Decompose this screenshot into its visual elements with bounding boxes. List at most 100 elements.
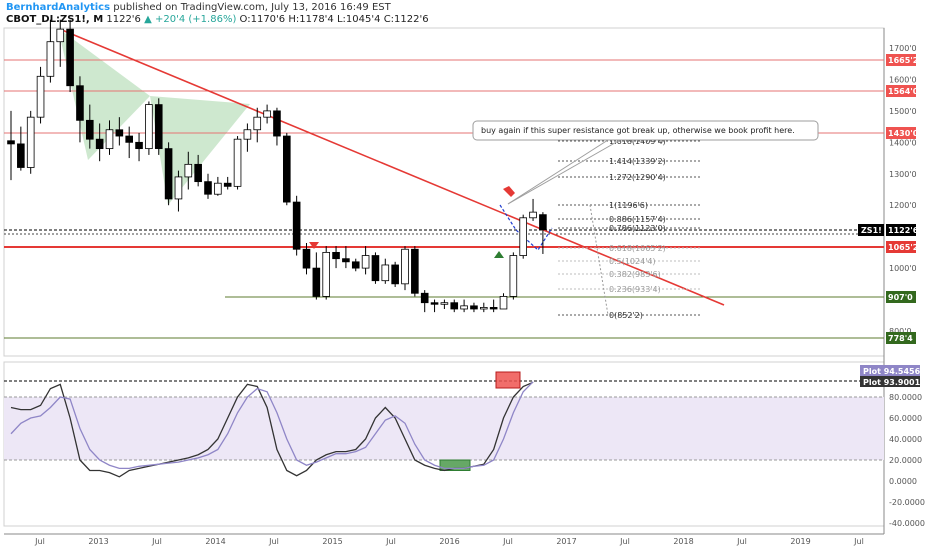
price-tag [886, 224, 916, 236]
y-tick-label: 1400'0 [889, 138, 917, 147]
osc-value-tag [860, 376, 920, 387]
y-tick-label: 800'0 [889, 327, 912, 336]
fib-level-label: 1.272(1290'4) [609, 173, 666, 182]
symbol-label[interactable]: CBOT_DL:ZS1!, M [6, 14, 104, 25]
x-tick-label: Jul [736, 537, 747, 546]
candle-body [17, 143, 25, 168]
ohlc-close: C:1122'6 [383, 14, 429, 25]
last-price: 1122'6 [106, 14, 141, 25]
author-link[interactable]: BernhardAnalytics [6, 2, 111, 13]
chart-axes: 1700'0 1600'0 1500'0 1400'0 1300'0 1200'0 1000… [34, 44, 925, 546]
candle-body [273, 110, 281, 137]
candle-body [509, 255, 518, 297]
osc-tick-label: 60.0000 [889, 414, 922, 423]
oscillator-d-line [10, 381, 534, 470]
descending-trendline [61, 29, 725, 306]
osc-tick-label: 0.0000 [889, 477, 917, 486]
candle-body [302, 248, 311, 269]
candlestick-series [7, 19, 547, 313]
osc-tick-label: 80.0000 [889, 393, 922, 402]
candle-body [76, 85, 84, 121]
candle-body [529, 211, 537, 219]
candle-body [312, 267, 321, 297]
candle-body [184, 163, 193, 178]
overbought-box [495, 371, 521, 389]
candle-body [292, 201, 301, 250]
candle-body [430, 302, 439, 305]
fib-level-label: 1(1196'6) [609, 201, 648, 210]
x-tick-label: 2018 [673, 537, 693, 546]
candle-body [381, 264, 390, 282]
y-tick-label: 1000'0 [889, 264, 917, 273]
up-arrow-icon: ▲ [144, 14, 152, 25]
price-tag-label: 1430'0 [888, 129, 919, 138]
candle-body [7, 140, 15, 145]
osc-value-tag-label: Plot 94.5456 [863, 367, 921, 376]
price-tag-label: 1122'6 [888, 226, 919, 235]
symbol-tag [858, 224, 884, 236]
candle-body [460, 305, 468, 310]
fib-level-label: 0.382(983'6) [609, 270, 661, 279]
ohlc-open: O:1170'6 [239, 14, 286, 25]
candle-body [391, 264, 399, 285]
harmonic-pattern-left [58, 28, 150, 160]
fib-level-label: 0.786(1123'0) [609, 224, 666, 233]
candle-body [489, 307, 498, 310]
osc-tick-label: -20.0000 [889, 498, 925, 507]
published-text: published on TradingView.com, July 13, 2… [113, 2, 391, 13]
ohlc-high: H:1178'4 [288, 14, 334, 25]
candle-body [36, 75, 45, 118]
candle-body [411, 248, 419, 294]
candle-body [214, 182, 222, 195]
osc-value-tag [860, 365, 920, 376]
price-tag [886, 54, 916, 66]
candle-body [223, 182, 232, 187]
candle-body [243, 129, 252, 140]
callout-pointer [507, 139, 609, 205]
price-tag [886, 127, 916, 139]
candle-body [519, 217, 527, 256]
candle-body [105, 129, 114, 150]
osc-value-tag-label: Plot 93.9001 [863, 378, 921, 387]
candle-body [204, 181, 212, 195]
candle-body [154, 104, 163, 150]
x-tick-label: 2017 [556, 537, 576, 546]
price-tag-label: 1665'2 [888, 56, 918, 65]
candle-body [56, 28, 65, 43]
fib-level-label: 0.236(933'4) [609, 285, 661, 294]
price-tag [886, 85, 916, 97]
fib-level-label: 1.618(1409'4) [609, 137, 666, 146]
price-tag-label: 1065'2 [888, 243, 918, 252]
candle-body [420, 292, 429, 304]
fib-trend-line [589, 204, 609, 316]
fib-level-label: 0.5(1024'4) [609, 257, 656, 266]
candle-body [470, 305, 478, 310]
price-tag [886, 241, 916, 253]
x-tick-label: 2019 [790, 537, 810, 546]
annotation-box [472, 120, 819, 141]
projected-path [499, 204, 553, 251]
red-flag-icon [503, 186, 515, 197]
callout-pointer [507, 139, 621, 205]
x-tick-label: Jul [34, 537, 45, 546]
candle-body [450, 302, 459, 310]
annotation-text: buy again if this super resistance got b… [481, 126, 795, 135]
candle-body [499, 296, 508, 310]
price-tag [886, 332, 916, 344]
candle-body [440, 302, 449, 305]
candle-body [164, 148, 173, 200]
x-tick-label: 2015 [322, 537, 342, 546]
candle-body [145, 104, 153, 150]
candle-body [371, 255, 380, 282]
candle-body [115, 129, 124, 137]
price-tag [886, 291, 916, 303]
candle-body [342, 258, 350, 263]
x-tick-label: Jul [619, 537, 630, 546]
y-tick-label: 1200'0 [889, 201, 917, 210]
candle-body [86, 119, 94, 140]
candle-body [233, 138, 242, 187]
x-tick-label: 2014 [205, 537, 225, 546]
x-tick-label: Jul [268, 537, 279, 546]
y-tick-label: 1300'0 [889, 170, 917, 179]
